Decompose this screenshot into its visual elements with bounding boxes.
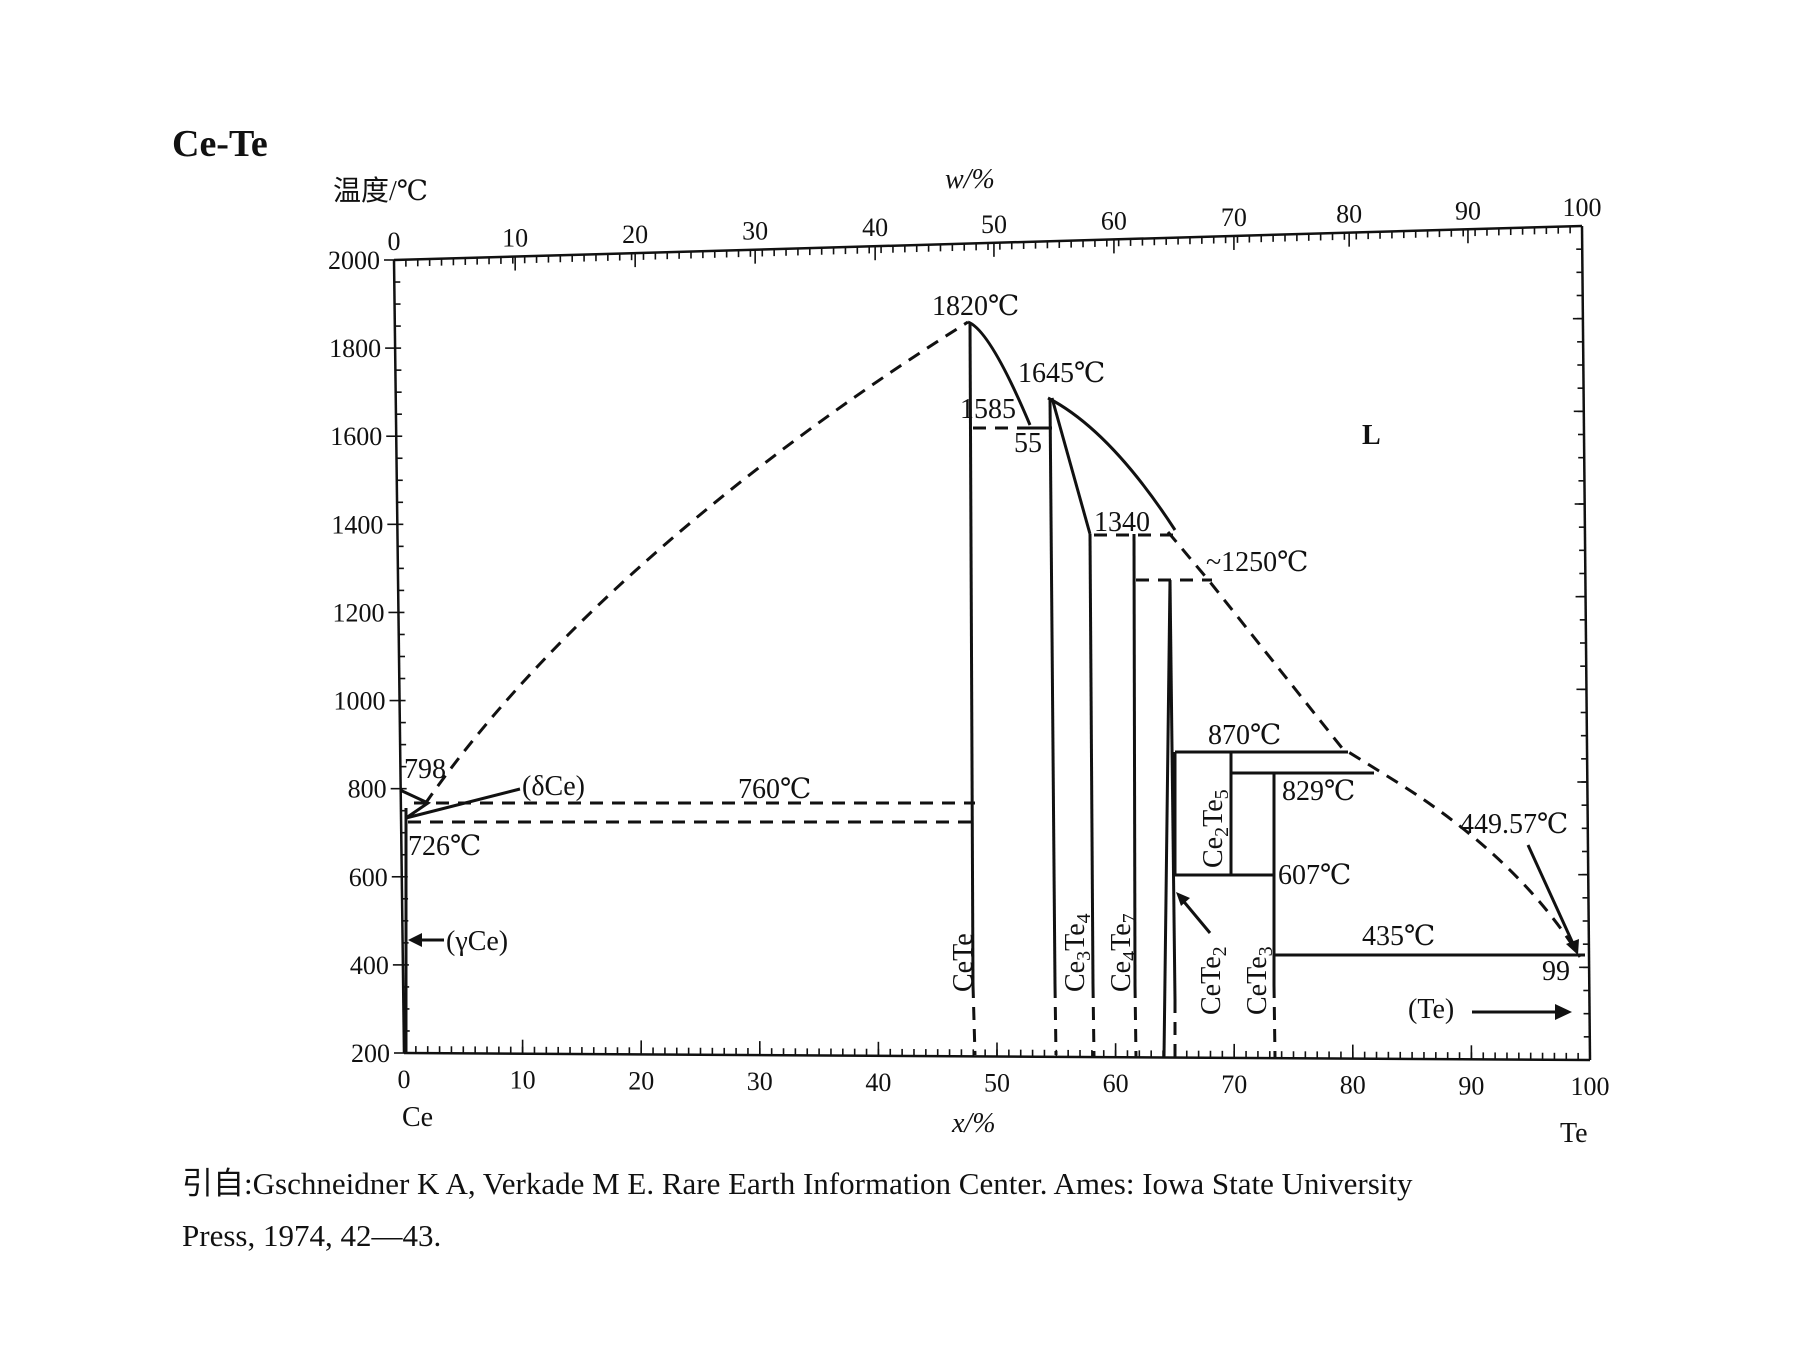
x-tick-label: 90 bbox=[1458, 1071, 1484, 1100]
y-tick-label: 2000 bbox=[328, 246, 380, 275]
diagram-title: Ce-Te bbox=[172, 123, 268, 165]
label-gamma-ce: (γCe) bbox=[446, 926, 508, 957]
label-870: 870℃ bbox=[1208, 720, 1281, 751]
w-tick-label: 100 bbox=[1563, 193, 1602, 222]
w-tick-label: 20 bbox=[622, 220, 648, 249]
label-te-phase: (Te) bbox=[1408, 994, 1454, 1025]
w-axis-ticks: 0 10 20 30 40 50 60 70 80 90 100 bbox=[388, 193, 1602, 274]
eutectic-arrow bbox=[1526, 844, 1577, 949]
w-tick-label: 40 bbox=[862, 213, 888, 242]
phase-diagram: Ce-Te 温度/℃ w/% x/% Ce Te 200018001600140… bbox=[172, 123, 1610, 1149]
y-tick-label: 1400 bbox=[331, 510, 383, 539]
compound-ce2te5: Ce2Te5 bbox=[1198, 789, 1233, 868]
y-tick-label: 800 bbox=[348, 775, 387, 804]
w-tick-label: 10 bbox=[502, 224, 528, 253]
label-99: 99 bbox=[1542, 956, 1570, 987]
gammace-arrow-head bbox=[408, 933, 422, 947]
label-1340: 1340 bbox=[1094, 507, 1150, 538]
cete2-arrow bbox=[1178, 896, 1212, 934]
x-tick-label: 10 bbox=[510, 1066, 536, 1095]
y-tick-label: 1800 bbox=[329, 334, 381, 363]
ce4te7-line bbox=[1132, 533, 1137, 986]
label-1585: 1585 bbox=[960, 394, 1016, 425]
x-tick-label: 80 bbox=[1340, 1071, 1366, 1100]
x-tick-label: 100 bbox=[1571, 1072, 1610, 1101]
w-tick-label: 70 bbox=[1221, 203, 1247, 232]
label-1645: 1645℃ bbox=[1018, 358, 1105, 389]
x-tick-label: 50 bbox=[984, 1069, 1010, 1098]
x-tick-label: 60 bbox=[1103, 1069, 1129, 1098]
top-axis-label: w/% bbox=[945, 164, 995, 195]
label-1250: ~1250℃ bbox=[1206, 547, 1308, 578]
liquidus-cete-peak bbox=[967, 320, 1032, 426]
x-axis-ticks: 0 10 20 30 40 50 60 70 80 90 100 bbox=[398, 1039, 1610, 1101]
w-tick-label: 80 bbox=[1336, 200, 1362, 229]
element-ce-label: Ce bbox=[402, 1102, 433, 1133]
label-55: 55 bbox=[1014, 428, 1042, 459]
citation-line-2: Press, 1974, 42—43. bbox=[182, 1218, 442, 1253]
compound-ce3te4: Ce3Te4 bbox=[1060, 913, 1095, 992]
cete2-left-line bbox=[1162, 579, 1172, 1058]
ce3te4-line bbox=[1048, 397, 1057, 986]
citation: 引自:Gschneidner K A, Verkade M E. Rare Ea… bbox=[182, 1158, 1782, 1262]
liquidus-te-side bbox=[1166, 531, 1582, 958]
ce4te7-line-dash bbox=[1133, 984, 1138, 1058]
ce3te4-right-dash bbox=[1091, 984, 1096, 1058]
compound-ce4te7: Ce4Te7 bbox=[1106, 913, 1141, 992]
y-axis-ticks: 2000 1800 1600 1400 1200 1000 800 600 400 200 bbox=[328, 225, 1590, 1068]
element-te-label: Te bbox=[1560, 1118, 1588, 1149]
x-tick-label: 20 bbox=[628, 1066, 654, 1095]
y-tick-label: 1200 bbox=[332, 598, 384, 627]
label-delta-ce: (δCe) bbox=[522, 771, 585, 802]
ce3te4-solvus bbox=[1050, 397, 1092, 535]
y-tick-label: 1600 bbox=[330, 422, 382, 451]
cete2-right-line bbox=[1168, 579, 1177, 1001]
w-tick-label: 30 bbox=[742, 217, 768, 246]
label-435: 435℃ bbox=[1362, 921, 1435, 952]
label-1820: 1820℃ bbox=[932, 291, 1019, 322]
ce3te4-line-dash bbox=[1053, 984, 1058, 1056]
x-tick-label: 30 bbox=[747, 1067, 773, 1096]
liquidus-ce3te4-peak bbox=[1047, 396, 1177, 531]
w-tick-label: 60 bbox=[1101, 206, 1127, 235]
liquidus-ce-side bbox=[423, 320, 969, 805]
y-tick-label: 200 bbox=[351, 1039, 390, 1068]
compound-cete2: CeTe2 bbox=[1196, 946, 1231, 1015]
deltace-region bbox=[399, 787, 521, 820]
w-tick-label: 50 bbox=[981, 210, 1007, 239]
cete3-dash bbox=[1272, 984, 1277, 1058]
w-tick-label: 90 bbox=[1455, 196, 1481, 225]
y-tick-label: 600 bbox=[349, 863, 388, 892]
compound-cete3: CeTe3 bbox=[1242, 946, 1277, 1015]
label-liquid: L bbox=[1362, 420, 1381, 451]
label-829: 829℃ bbox=[1282, 776, 1355, 807]
y-axis-label: 温度/℃ bbox=[333, 175, 428, 207]
y-tick-label: 400 bbox=[350, 951, 389, 980]
w-tick-label: 0 bbox=[388, 227, 401, 256]
label-798: 798 bbox=[404, 754, 446, 785]
cete2-arrow-head bbox=[1176, 892, 1190, 906]
label-760: 760℃ bbox=[738, 774, 811, 805]
cete-line bbox=[968, 321, 975, 986]
bottom-axis-label: x/% bbox=[951, 1108, 996, 1139]
compound-cete: CeTe bbox=[948, 933, 979, 992]
te-arrow-head bbox=[1555, 1004, 1572, 1020]
ce3te4-right-line bbox=[1088, 533, 1095, 986]
x-tick-label: 40 bbox=[865, 1068, 891, 1097]
cete-line-dash bbox=[971, 984, 977, 1056]
x-tick-label: 70 bbox=[1221, 1070, 1247, 1099]
eutectic-arrow-head bbox=[1566, 939, 1579, 955]
label-607: 607℃ bbox=[1278, 860, 1351, 891]
citation-line-1: 引自:Gschneidner K A, Verkade M E. Rare Ea… bbox=[182, 1166, 1413, 1201]
x-tick-label: 0 bbox=[398, 1065, 411, 1094]
label-449: 449.57℃ bbox=[1460, 809, 1568, 840]
y-tick-label: 1000 bbox=[334, 687, 386, 716]
label-726: 726℃ bbox=[408, 831, 481, 862]
